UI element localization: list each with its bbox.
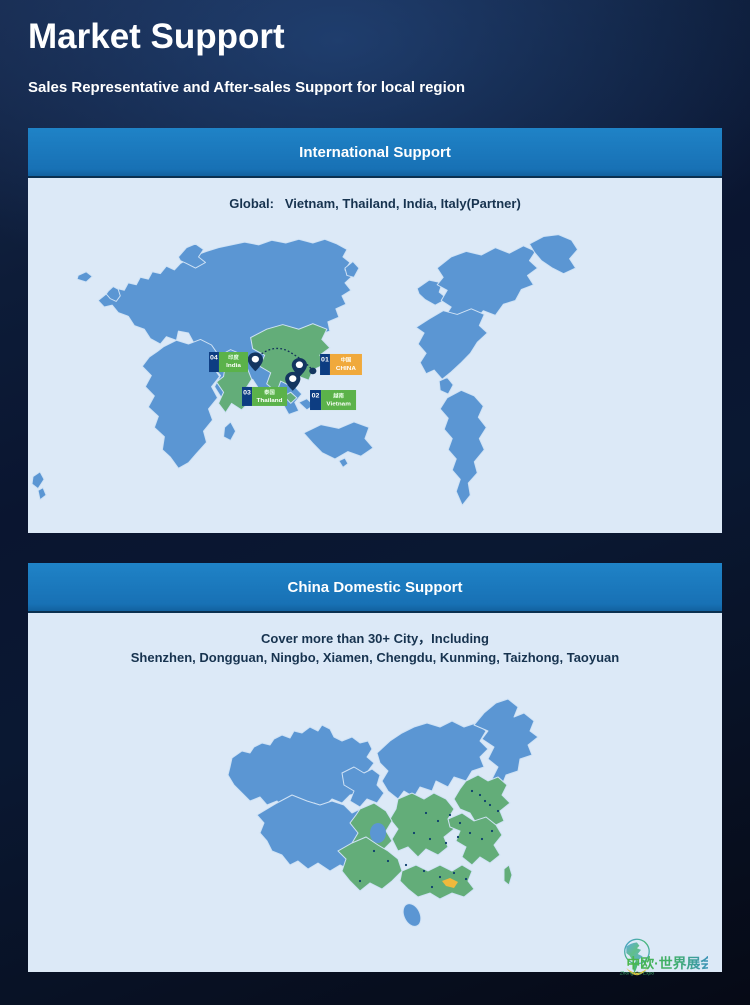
svg-text:Vietnam: Vietnam (326, 401, 351, 408)
svg-text:中欧·世界展会: 中欧·世界展会 (626, 955, 708, 971)
svg-text:04: 04 (210, 355, 218, 362)
svg-text:印度: 印度 (228, 354, 240, 361)
svg-text:越南: 越南 (332, 393, 344, 400)
svg-text:India: India (226, 362, 241, 369)
svg-text:02: 02 (312, 393, 320, 400)
svg-text:01: 01 (321, 357, 329, 364)
svg-text:Zhong Ou Expo: Zhong Ou Expo (619, 970, 655, 976)
svg-text:CHINA: CHINA (336, 365, 357, 372)
svg-text:03: 03 (243, 389, 251, 396)
svg-text:泰国: 泰国 (263, 389, 275, 396)
svg-text:中国: 中国 (341, 357, 352, 364)
svg-text:Thailand: Thailand (257, 397, 283, 404)
